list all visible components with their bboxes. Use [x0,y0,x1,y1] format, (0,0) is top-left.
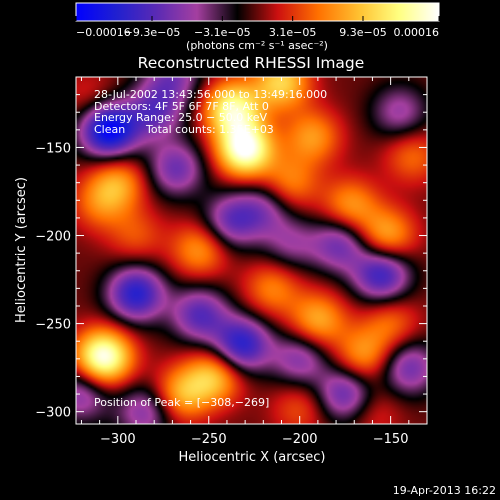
colorbar-gradient [75,2,440,22]
x-tick-label: −200 [282,432,318,447]
annotation-peak-position: Position of Peak = [−308,−269] [94,396,269,409]
x-tick-label: −250 [191,432,227,447]
colorbar-tick-label: −3.1e−05 [194,26,251,39]
y-axis: −300 −250 −200 −150 [35,76,427,421]
plot-frame [75,76,428,425]
colorbar-unit-label: (photons cm⁻² s⁻¹ asec⁻²) [186,39,328,52]
colorbar-tick-label: 0.00016 [394,26,440,39]
colorbar-tick-label: 3.1e−05 [269,26,316,39]
annotation-method: Clean [94,123,125,136]
colorbar-tick-label: −9.3e−05 [124,26,181,39]
annotation-energy-range: Energy Range: 25.0 − 50.0 keV [94,111,268,124]
x-tick-label: −150 [373,432,409,447]
annotation-detectors: Detectors: 4F 5F 6F 7F 8F, Att 0 [94,100,269,113]
chart-title: Reconstructed RHESSI Image [138,54,365,72]
footer-timestamp: 19-Apr-2013 16:22 [393,484,496,497]
x-axis-label: Heliocentric X (arcsec) [179,450,326,465]
x-tick-label: −300 [100,432,136,447]
colorbar-ticks: −0.00016−9.3e−05 −3.1e−05 3.1e−05 9.3e−05 0.… [75,16,440,39]
heatmap-image [76,77,427,424]
y-tick-label: −300 [35,406,71,421]
y-tick-label: −150 [35,141,71,156]
plot-area: −300 −250 −200 −150 −300 −250 −200 −150 [35,76,428,447]
colorbar-tick-label: −0.00016 [76,26,131,39]
x-axis: −300 −250 −200 −150 [80,77,428,447]
y-tick-label: −250 [35,318,71,333]
y-axis-label: Heliocentric Y (arcsec) [14,177,29,323]
image-annotations: 28-Jul-2002 13:43:56.000 to 13:49:16.000… [94,88,327,409]
colorbar: −0.00016−9.3e−05 −3.1e−05 3.1e−05 9.3e−05 0.… [75,2,440,52]
colorbar-tick-label: 9.3e−05 [339,26,386,39]
annotation-time-range: 28-Jul-2002 13:43:56.000 to 13:49:16.000 [94,88,327,101]
y-tick-label: −200 [35,230,71,245]
annotation-total-counts: Total counts: 1.35E+03 [145,123,274,136]
